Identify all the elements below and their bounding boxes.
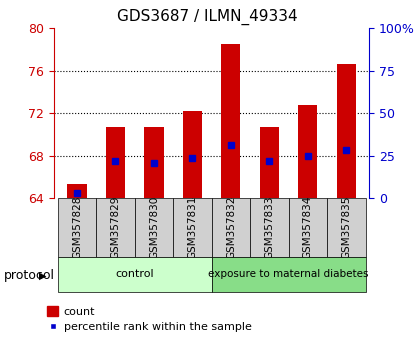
Text: GSM357830: GSM357830 <box>149 196 159 259</box>
Bar <box>183 111 202 198</box>
Text: GDS3687 / ILMN_49334: GDS3687 / ILMN_49334 <box>117 9 298 25</box>
Bar <box>288 198 327 257</box>
Bar <box>173 198 212 257</box>
Bar <box>337 64 356 198</box>
Bar <box>260 127 279 198</box>
Bar <box>58 257 212 292</box>
Text: GSM357829: GSM357829 <box>110 196 120 259</box>
Bar <box>96 198 135 257</box>
Legend: count, percentile rank within the sample: count, percentile rank within the sample <box>47 307 251 332</box>
Bar <box>298 105 317 198</box>
Text: ▶: ▶ <box>39 270 46 280</box>
Text: control: control <box>115 269 154 279</box>
Bar <box>144 127 164 198</box>
Text: GSM357834: GSM357834 <box>303 196 313 259</box>
Bar <box>106 127 125 198</box>
Bar <box>327 198 366 257</box>
Text: GSM357835: GSM357835 <box>341 196 351 259</box>
Bar <box>58 198 96 257</box>
Bar <box>135 198 173 257</box>
Text: GSM357828: GSM357828 <box>72 196 82 259</box>
Bar <box>67 184 87 198</box>
Bar <box>212 257 366 292</box>
Text: GSM357832: GSM357832 <box>226 196 236 259</box>
Bar <box>212 198 250 257</box>
Text: GSM357831: GSM357831 <box>188 196 198 259</box>
Text: protocol: protocol <box>4 269 55 282</box>
Bar <box>250 198 288 257</box>
Text: GSM357833: GSM357833 <box>264 196 274 259</box>
Text: exposure to maternal diabetes: exposure to maternal diabetes <box>208 269 369 279</box>
Bar <box>221 44 241 198</box>
